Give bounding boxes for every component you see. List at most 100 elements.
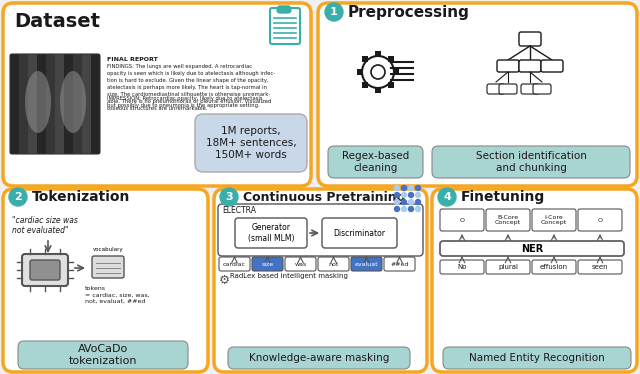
Text: seen: seen	[592, 264, 608, 270]
Circle shape	[401, 186, 406, 190]
Text: size: size	[261, 261, 273, 267]
Bar	[10, 54, 19, 154]
Bar	[37, 54, 46, 154]
Circle shape	[394, 186, 399, 190]
Circle shape	[394, 206, 399, 212]
FancyBboxPatch shape	[3, 189, 208, 372]
FancyBboxPatch shape	[219, 257, 250, 271]
Bar	[73, 54, 82, 154]
FancyBboxPatch shape	[432, 189, 637, 372]
Text: cardiac: cardiac	[223, 261, 246, 267]
Circle shape	[408, 206, 413, 212]
FancyBboxPatch shape	[285, 257, 316, 271]
Bar	[19, 54, 28, 154]
Circle shape	[394, 193, 399, 197]
FancyBboxPatch shape	[318, 3, 637, 186]
Bar	[388, 82, 394, 88]
Text: Preprocessing: Preprocessing	[348, 4, 470, 19]
FancyBboxPatch shape	[521, 84, 539, 94]
Text: ⚙: ⚙	[219, 274, 230, 287]
Bar	[64, 54, 73, 154]
Text: "cardiac size was
not evaluated": "cardiac size was not evaluated"	[12, 216, 78, 235]
FancyBboxPatch shape	[486, 209, 530, 231]
FancyBboxPatch shape	[578, 209, 622, 231]
Text: 4: 4	[443, 192, 451, 202]
Circle shape	[220, 188, 238, 206]
FancyBboxPatch shape	[541, 60, 563, 72]
FancyBboxPatch shape	[235, 218, 307, 248]
FancyBboxPatch shape	[432, 146, 630, 178]
Circle shape	[408, 186, 413, 190]
FancyBboxPatch shape	[440, 209, 484, 231]
Bar	[357, 69, 363, 75]
Text: No: No	[457, 264, 467, 270]
Text: 1M reports,
18M+ sentences,
150M+ words: 1M reports, 18M+ sentences, 150M+ words	[205, 126, 296, 160]
Text: Tokenization: Tokenization	[32, 190, 131, 204]
Circle shape	[415, 186, 420, 190]
Text: 3: 3	[225, 192, 233, 202]
Text: evaluat: evaluat	[355, 261, 378, 267]
FancyBboxPatch shape	[218, 204, 423, 256]
Bar	[362, 56, 368, 62]
Text: plural: plural	[498, 264, 518, 270]
FancyBboxPatch shape	[497, 60, 519, 72]
Circle shape	[401, 193, 406, 197]
FancyBboxPatch shape	[519, 60, 541, 72]
Text: AVoCaDo
tokenization: AVoCaDo tokenization	[68, 344, 137, 366]
Text: B-Core
Concept: B-Core Concept	[495, 215, 521, 226]
FancyBboxPatch shape	[328, 146, 423, 178]
Text: 1: 1	[330, 7, 338, 17]
Bar	[362, 82, 368, 88]
Bar	[393, 69, 399, 75]
Circle shape	[401, 199, 406, 205]
Circle shape	[325, 3, 343, 21]
FancyBboxPatch shape	[443, 347, 631, 369]
FancyBboxPatch shape	[499, 84, 517, 94]
Text: was: was	[294, 261, 307, 267]
Text: FINDINGS: The lungs are well expanded. A retrocardiac
opacity is seen which is l: FINDINGS: The lungs are well expanded. A…	[107, 64, 275, 111]
Bar	[375, 51, 381, 57]
Text: ELECTRA: ELECTRA	[222, 206, 256, 215]
Circle shape	[9, 188, 27, 206]
Text: Generator
(small MLM): Generator (small MLM)	[248, 223, 294, 243]
FancyBboxPatch shape	[228, 347, 410, 369]
Text: FINAL REPORT: FINAL REPORT	[107, 57, 157, 62]
FancyBboxPatch shape	[22, 254, 68, 286]
FancyBboxPatch shape	[18, 341, 188, 369]
Text: I-Core
Concept: I-Core Concept	[541, 215, 567, 226]
Text: NER: NER	[521, 243, 543, 254]
FancyBboxPatch shape	[3, 3, 311, 186]
Circle shape	[415, 206, 420, 212]
FancyBboxPatch shape	[519, 32, 541, 46]
Text: Section identification
and chunking: Section identification and chunking	[476, 151, 586, 173]
FancyBboxPatch shape	[214, 189, 427, 372]
Text: Knowledge-aware masking: Knowledge-aware masking	[249, 353, 389, 363]
Text: not: not	[328, 261, 339, 267]
Circle shape	[401, 206, 406, 212]
FancyBboxPatch shape	[270, 8, 300, 44]
Bar	[55, 54, 64, 154]
Text: IMPRESSION: Retrocardiac opacity, likely due to atelectasis
but possibly due to : IMPRESSION: Retrocardiac opacity, likely…	[107, 96, 262, 108]
FancyBboxPatch shape	[322, 218, 397, 248]
FancyBboxPatch shape	[578, 260, 622, 274]
Text: Continuous Pretraining: Continuous Pretraining	[243, 190, 406, 203]
Text: Discriminator: Discriminator	[333, 229, 385, 237]
FancyBboxPatch shape	[30, 260, 60, 280]
Ellipse shape	[25, 71, 51, 133]
Ellipse shape	[60, 71, 86, 133]
Bar	[82, 54, 91, 154]
FancyBboxPatch shape	[440, 260, 484, 274]
FancyBboxPatch shape	[533, 84, 551, 94]
Circle shape	[415, 199, 420, 205]
Circle shape	[394, 199, 399, 205]
Bar	[46, 54, 55, 154]
FancyBboxPatch shape	[487, 84, 505, 94]
Text: O: O	[460, 218, 465, 223]
FancyBboxPatch shape	[532, 260, 576, 274]
Text: Named Entity Recognition: Named Entity Recognition	[469, 353, 605, 363]
FancyBboxPatch shape	[440, 241, 624, 256]
Circle shape	[438, 188, 456, 206]
Text: RadLex based intelligent masking: RadLex based intelligent masking	[230, 273, 348, 279]
FancyBboxPatch shape	[318, 257, 349, 271]
FancyBboxPatch shape	[532, 209, 576, 231]
